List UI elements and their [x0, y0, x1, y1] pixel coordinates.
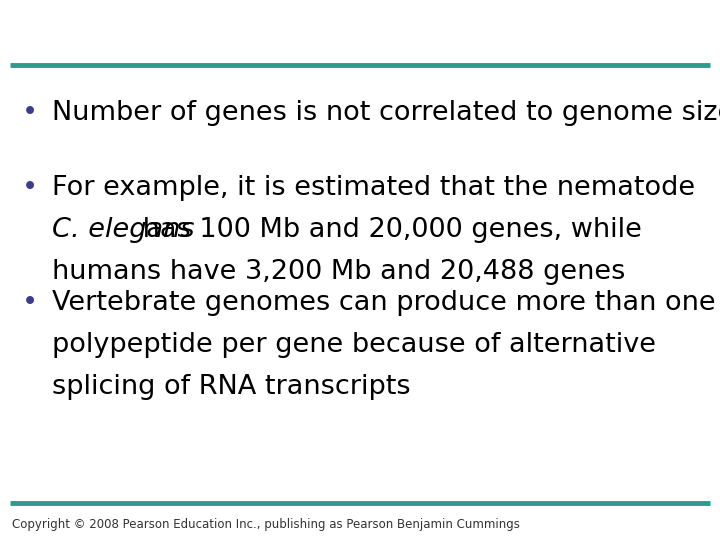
Text: For example, it is estimated that the nematode: For example, it is estimated that the ne… [52, 175, 695, 201]
Text: •: • [22, 290, 38, 316]
Text: Vertebrate genomes can produce more than one: Vertebrate genomes can produce more than… [52, 290, 716, 316]
Text: •: • [22, 100, 38, 126]
Text: humans have 3,200 Mb and 20,488 genes: humans have 3,200 Mb and 20,488 genes [52, 259, 626, 285]
Text: polypeptide per gene because of alternative: polypeptide per gene because of alternat… [52, 332, 656, 358]
Text: C. elegans: C. elegans [52, 217, 194, 243]
Text: has 100 Mb and 20,000 genes, while: has 100 Mb and 20,000 genes, while [134, 217, 642, 243]
Text: splicing of RNA transcripts: splicing of RNA transcripts [52, 374, 410, 400]
Text: •: • [22, 175, 38, 201]
Text: Number of genes is not correlated to genome size: Number of genes is not correlated to gen… [52, 100, 720, 126]
Text: Copyright © 2008 Pearson Education Inc., publishing as Pearson Benjamin Cummings: Copyright © 2008 Pearson Education Inc.,… [12, 518, 520, 531]
